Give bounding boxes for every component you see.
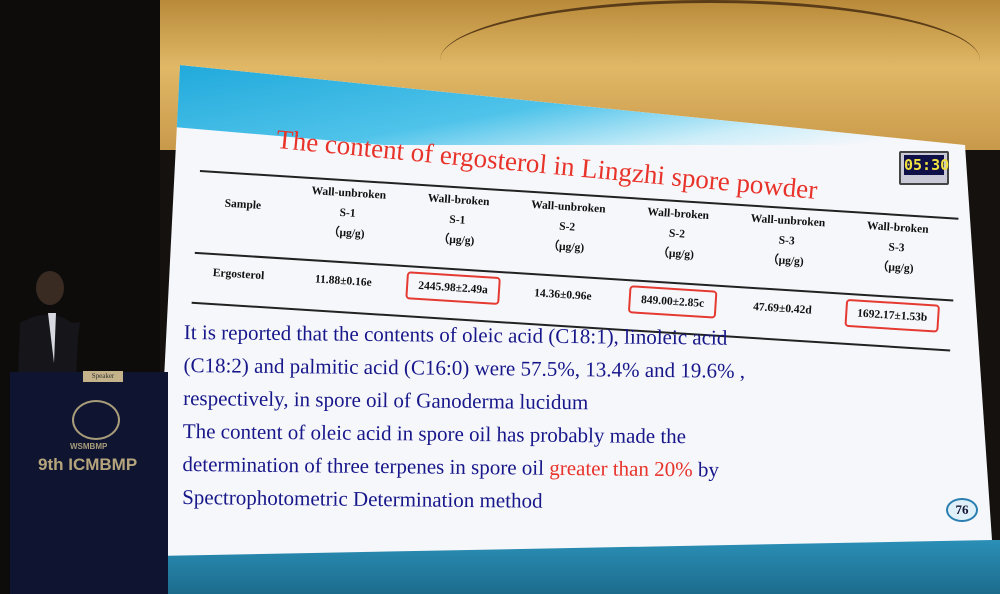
wsmbmp-logo [72,400,120,440]
ergosterol-value: 11.88±0.16e [314,273,373,289]
column-header: Wall-broken S-3 （μg/g) [841,215,953,282]
ergosterol-value: 47.69±0.42d [752,301,813,317]
ergosterol-value: 849.00±2.85c [628,285,718,319]
highlight-text: greater than 20% [549,455,693,482]
table-cell: 849.00±2.85c [618,285,728,320]
ergosterol-value: 2445.98±2.49a [405,271,501,306]
table-cell: 47.69±0.42d [728,291,837,318]
column-header: Wall-broken S-2 （μg/g) [621,201,733,268]
column-header: Wall-unbroken S-2 （μg/g) [511,194,623,261]
presenter [18,271,80,378]
slide-body: It is reported that the contents of olei… [182,320,964,526]
column-header: Wall-broken S-1 （μg/g) [402,187,514,254]
column-header: Wall-unbroken S-3 （μg/g) [731,208,843,275]
table-cell: 14.36±0.96e [509,278,618,305]
ergosterol-value: 14.36±0.96e [533,287,592,303]
conference-name: 9th ICMBMP [38,455,138,474]
timer-digits: 05:30 [904,155,950,175]
speaker-sign: Speaker [83,371,123,382]
body-line-text: determination of three terpenes in spore… [182,451,550,480]
body-line: Spectrophotometric Determination method [182,484,543,513]
header-sample: Sample [224,197,262,212]
table-cell: 2445.98±2.49a [398,271,508,306]
column-header: Wall-unbroken S-1 （μg/g) [292,180,404,247]
row-label: Ergosterol [212,267,265,283]
ceiling-arc [440,0,980,120]
table-cell: 11.88±0.16e [289,264,398,291]
body-line-tail: by [692,457,720,482]
logo-text: WSMBMP [70,442,108,451]
countdown-timer: 05:30 [899,151,949,185]
page-number: 76 [946,498,978,522]
